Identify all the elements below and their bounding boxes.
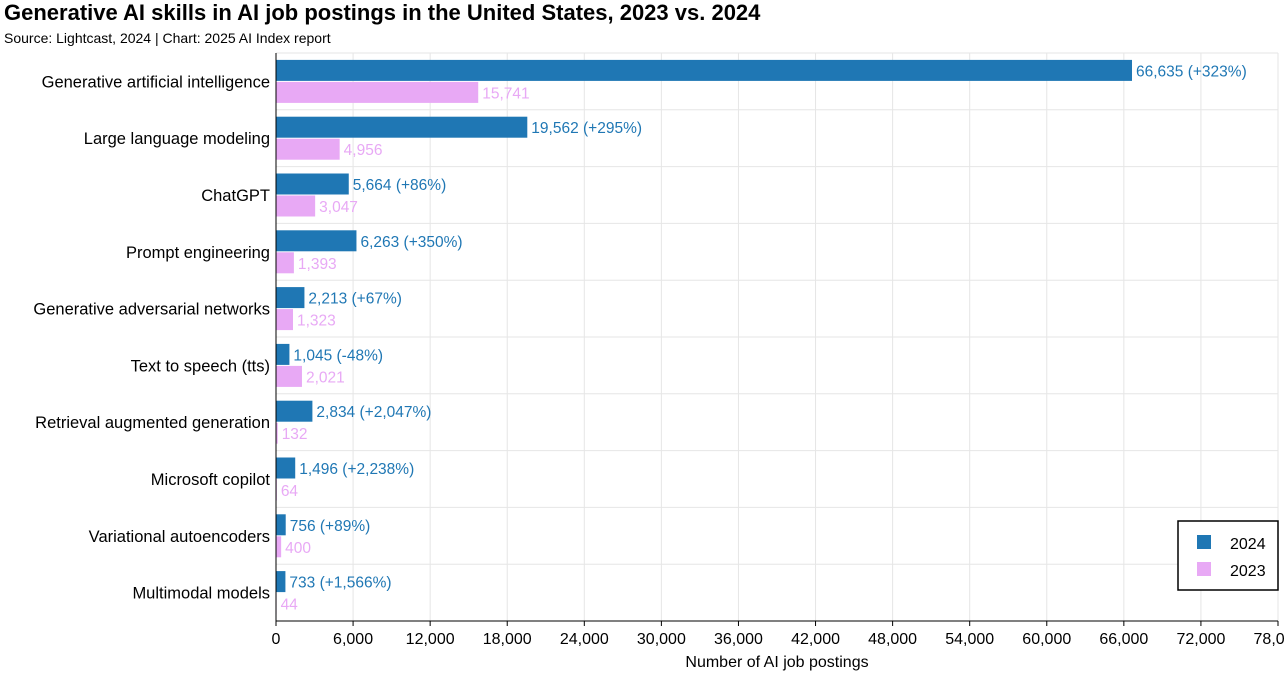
x-tick-label: 6,000 xyxy=(333,631,373,648)
x-tick-label: 78,000 xyxy=(1254,631,1284,648)
bar-2024 xyxy=(276,230,357,252)
legend-swatch-2023 xyxy=(1197,562,1211,576)
bar-2024-value-label: 756 (+89%) xyxy=(290,518,371,535)
x-tick-label: 36,000 xyxy=(714,631,763,648)
bar-2024-value-label: 2,834 (+2,047%) xyxy=(316,404,431,421)
x-tick-label: 12,000 xyxy=(406,631,455,648)
bar-2024-value-label: 5,664 (+86%) xyxy=(353,177,447,194)
bar-2023-value-label: 4,956 xyxy=(344,142,383,159)
bar-2023-value-label: 3,047 xyxy=(319,199,358,216)
x-tick-label: 42,000 xyxy=(791,631,840,648)
bar-2024 xyxy=(276,457,296,479)
bar-2024 xyxy=(276,571,286,593)
category-label: Variational autoencoders xyxy=(89,528,270,546)
bar-2024-value-label: 66,635 (+323%) xyxy=(1136,63,1247,80)
bar-2023-value-label: 400 xyxy=(285,540,311,557)
bar-2023-value-label: 1,393 xyxy=(298,256,337,273)
bar-2023 xyxy=(276,309,293,331)
x-tick-label: 30,000 xyxy=(637,631,686,648)
bar-2023 xyxy=(276,195,316,217)
category-label: Retrieval augmented generation xyxy=(35,414,270,432)
bar-2023-value-label: 64 xyxy=(281,483,299,500)
x-tick-label: 18,000 xyxy=(483,631,532,648)
bar-2024-value-label: 6,263 (+350%) xyxy=(360,234,462,251)
bar-2024 xyxy=(276,173,349,195)
category-label: Generative adversarial networks xyxy=(33,301,270,319)
bar-2023-value-label: 2,021 xyxy=(306,369,345,386)
bar-2023 xyxy=(276,252,294,274)
bar-2024-value-label: 2,213 (+67%) xyxy=(308,291,402,308)
category-label: Text to speech (tts) xyxy=(131,357,270,375)
bar-2024-value-label: 1,496 (+2,238%) xyxy=(299,461,414,478)
bar-2024 xyxy=(276,59,1133,81)
bar-2023-value-label: 1,323 xyxy=(297,313,336,330)
x-tick-label: 66,000 xyxy=(1099,631,1148,648)
category-label: Prompt engineering xyxy=(126,244,270,262)
bar-2023-value-label: 44 xyxy=(281,597,299,614)
category-label: Microsoft copilot xyxy=(151,471,271,489)
chart-subtitle: Source: Lightcast, 2024 | Chart: 2025 AI… xyxy=(4,30,331,46)
bar-2024-value-label: 733 (+1,566%) xyxy=(289,575,391,592)
x-tick-label: 54,000 xyxy=(945,631,994,648)
bar-2023-value-label: 15,741 xyxy=(482,85,529,102)
bar-2024-value-label: 1,045 (-48%) xyxy=(293,347,383,364)
legend-label-2023: 2023 xyxy=(1230,563,1266,580)
bar-2024 xyxy=(276,116,528,138)
bar-2023 xyxy=(276,138,340,160)
bar-2023 xyxy=(276,81,479,103)
x-tick-label: 24,000 xyxy=(560,631,609,648)
category-label: Large language modeling xyxy=(84,130,270,148)
bar-2024 xyxy=(276,400,313,422)
category-label: ChatGPT xyxy=(201,187,270,205)
x-tick-label: 60,000 xyxy=(1022,631,1071,648)
bar-2023 xyxy=(276,536,282,558)
legend-label-2024: 2024 xyxy=(1230,536,1266,553)
category-label: Multimodal models xyxy=(132,585,270,603)
x-tick-label: 72,000 xyxy=(1176,631,1225,648)
legend-box xyxy=(1177,520,1279,591)
bar-2024 xyxy=(276,514,286,536)
bar-2024-value-label: 19,562 (+295%) xyxy=(531,120,642,137)
bar-2024 xyxy=(276,287,305,309)
bar-2023-value-label: 132 xyxy=(282,426,308,443)
bar-2024 xyxy=(276,343,290,365)
bar-2023 xyxy=(276,365,302,387)
chart-title: Generative AI skills in AI job postings … xyxy=(4,0,761,25)
legend-swatch-2024 xyxy=(1197,535,1211,549)
category-label: Generative artificial intelligence xyxy=(42,73,270,91)
bar-2023 xyxy=(276,422,278,444)
x-tick-label: 48,000 xyxy=(868,631,917,648)
x-tick-label: 0 xyxy=(272,631,281,648)
x-axis-title: Number of AI job postings xyxy=(685,654,868,671)
